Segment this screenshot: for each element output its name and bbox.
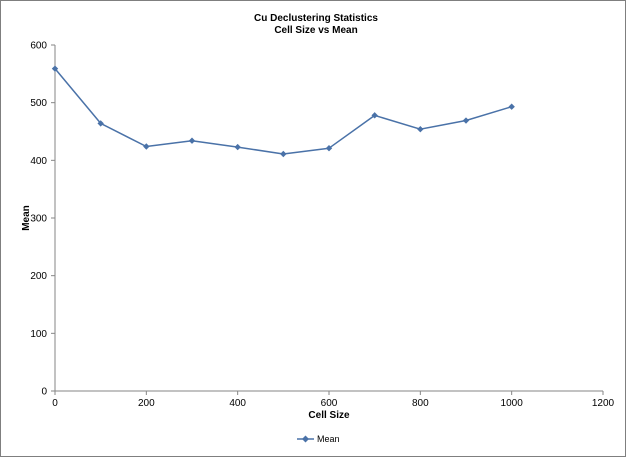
chart-subtitle: Cell Size vs Mean xyxy=(274,25,357,36)
y-tick-label: 600 xyxy=(30,41,47,52)
data-point-marker xyxy=(325,145,333,152)
axes xyxy=(51,44,604,395)
y-axis-title: Mean xyxy=(21,205,32,231)
legend-diamond-marker xyxy=(302,435,309,443)
data-point-marker xyxy=(280,150,287,158)
y-tick-label: 200 xyxy=(30,271,47,282)
x-tick-label: 1000 xyxy=(501,398,524,409)
x-tick-label: 1200 xyxy=(592,398,615,409)
x-tick-label: 400 xyxy=(229,398,246,409)
plot-area xyxy=(51,65,515,158)
x-tick-label: 200 xyxy=(138,398,155,409)
legend: Mean xyxy=(297,434,340,444)
y-tick-label: 300 xyxy=(30,214,47,225)
data-point-marker xyxy=(143,143,150,150)
data-point-marker xyxy=(51,65,59,72)
x-tick-label: 0 xyxy=(52,398,58,409)
chart-title: Cu Declustering Statistics xyxy=(254,13,378,24)
x-tick-label: 600 xyxy=(321,398,338,409)
series-line-mean xyxy=(54,68,512,155)
y-tick-label: 100 xyxy=(30,329,47,340)
data-point-marker xyxy=(371,112,378,119)
y-tick-label: 0 xyxy=(41,387,47,398)
x-axis-title: Cell Size xyxy=(308,410,350,421)
data-point-marker xyxy=(462,117,470,124)
y-tick-label: 400 xyxy=(30,156,47,167)
y-tick-labels: 0 100 200 300 400 500 600 xyxy=(30,41,47,398)
x-tick-labels: 0 200 400 600 800 1000 1200 xyxy=(52,398,614,409)
legend-label: Mean xyxy=(317,434,340,444)
y-tick-label: 500 xyxy=(30,98,47,109)
data-point-marker xyxy=(508,103,515,110)
data-point-marker xyxy=(234,143,241,151)
x-tick-label: 800 xyxy=(412,398,429,409)
data-point-marker xyxy=(188,137,196,144)
data-point-marker xyxy=(97,120,104,127)
data-point-marker xyxy=(417,125,424,133)
